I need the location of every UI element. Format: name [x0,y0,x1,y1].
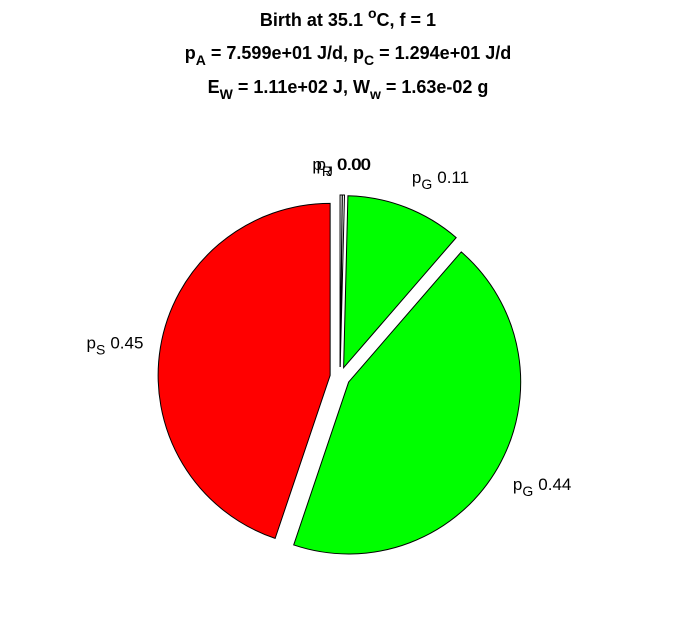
pie-slice [343,195,457,370]
label-sub: R [322,163,332,179]
label-sub: J [326,163,333,179]
title-part: C [364,52,374,68]
pie-slice [157,202,331,539]
title-part: = 1.294e+01 J/d [374,43,511,63]
title-part: E [208,77,220,97]
slice-label: pR 0.00 [312,155,370,179]
slice-label: pS 0.45 [87,334,144,358]
title-part: w [369,86,381,102]
label-name: p [513,475,522,494]
label-name: p [87,334,96,353]
label-value: 0.11 [437,168,469,187]
title-part: o [368,5,377,21]
label-name: p [312,155,321,174]
title-part: W [220,86,234,102]
title-part: = 7.599e+01 J/d, p [206,43,364,63]
label-value: 0.00 [338,155,371,174]
label-name: p [316,155,325,174]
title-part: C, f = 1 [377,10,437,30]
label-name: p [412,168,421,187]
title-part: A [196,52,206,68]
label-value: 0.44 [538,475,571,494]
title-part: = 1.63e-02 g [381,77,489,97]
slice-label: pJ 0.00 [316,155,371,179]
title-part: Birth at 35.1 [260,10,368,30]
label-sub: G [522,483,533,499]
label-value: 0.45 [110,334,143,353]
chart-title: Birth at 35.1 oC, f = 1 [260,5,436,30]
pie-slice [339,194,343,368]
chart-title: pA = 7.599e+01 J/d, pC = 1.294e+01 J/d [185,43,511,68]
chart-title: EW = 1.11e+02 J, Ww = 1.63e-02 g [208,77,489,102]
title-part: p [185,43,196,63]
label-sub: G [421,176,432,192]
label-value: 0.00 [337,155,370,174]
slice-label: pG 0.44 [513,475,571,499]
title-part: = 1.11e+02 J, W [233,77,370,97]
slice-label: pG 0.11 [412,168,469,192]
pie-slice [293,251,522,555]
label-sub: S [96,342,105,358]
